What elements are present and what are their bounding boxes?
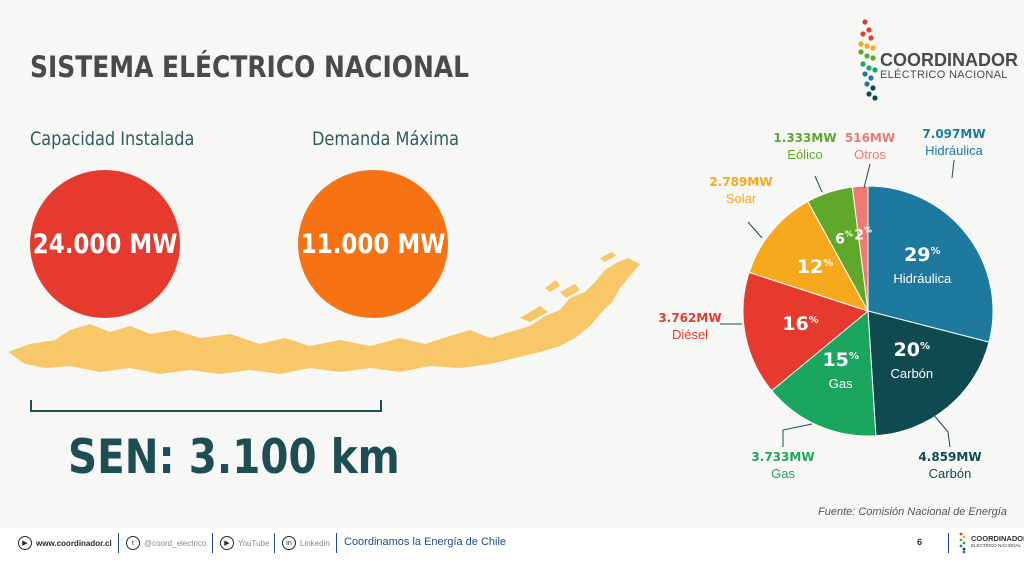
footer-logo-name: COORDINADOR <box>971 534 1024 543</box>
slice-mw-carbon: 4.859MW <box>918 450 981 464</box>
slide-title: SISTEMA ELÉCTRICO NACIONAL <box>30 50 470 84</box>
chile-map-shape <box>8 252 640 374</box>
footer-logo-subtitle: ELÉCTRICO NACIONAL <box>971 543 1022 548</box>
youtube-label: YouTube <box>238 538 270 548</box>
max-demand-label: Demanda Máxima <box>312 128 460 150</box>
leader-line-eolico <box>814 175 823 193</box>
youtube-link[interactable]: ▶ YouTube <box>220 536 269 550</box>
installed-capacity-label: Capacidad Instalada <box>30 128 195 150</box>
installed-capacity-value: 24.000 MW <box>32 228 178 260</box>
slice-name-hidraulica: Hidráulica <box>893 271 952 286</box>
slice-outer-name-otros: Otros <box>854 147 886 162</box>
pie-slice-hidraulica <box>867 185 994 343</box>
slice-outer-name-gas: Gas <box>771 466 795 481</box>
youtube-icon: ▶ <box>220 536 234 550</box>
twitter-icon: t <box>126 536 140 550</box>
footer-divider <box>336 533 337 553</box>
slice-outer-name-carbon: Carbón <box>929 466 972 481</box>
slice-mw-hidraulica: 7.097MW <box>922 127 985 141</box>
max-demand-circle: 11.000 MW <box>298 170 448 318</box>
logo-subtitle: ELÉCTRICO NACIONAL <box>880 69 1008 81</box>
max-demand-value: 11.000 MW <box>300 228 446 260</box>
leader-line-solar <box>747 221 763 239</box>
length-bracket <box>30 400 382 412</box>
source-note: Fuente: Comisión Nacional de Energía <box>818 506 1007 518</box>
leader-line-hidraulica <box>951 159 955 179</box>
leader-line-gas <box>782 423 813 447</box>
twitter-link[interactable]: t @coord_electrico <box>126 536 206 550</box>
footer-divider <box>212 533 213 553</box>
linkedin-label: Linkedin <box>300 538 330 548</box>
slice-outer-name-solar: Solar <box>726 191 757 206</box>
website-link[interactable]: ▶ www.coordinador.cl <box>18 536 112 550</box>
pie-slice-gas <box>770 309 877 437</box>
leader-line-otros <box>863 163 871 189</box>
slice-mw-eolico: 1.333MW <box>773 131 836 145</box>
slice-outer-name-hidraulica: Hidráulica <box>925 143 984 158</box>
slice-mw-solar: 2.789MW <box>709 175 772 189</box>
coordinador-logo-icon <box>858 19 878 101</box>
pie-slice-otros <box>851 185 869 312</box>
sen-length: SEN: 3.100 km <box>68 430 400 485</box>
footer-divider <box>948 533 949 553</box>
slice-mw-diesel: 3.762MW <box>658 311 721 325</box>
slice-mw-gas: 3.733MW <box>751 450 814 464</box>
linkedin-icon: in <box>282 536 296 550</box>
website-label: www.coordinador.cl <box>36 538 112 548</box>
footer-divider <box>118 533 119 553</box>
footer-bar <box>0 528 1024 576</box>
installed-capacity-circle: 24.000 MW <box>30 170 180 318</box>
logo-name: COORDINADOR <box>880 50 1018 70</box>
page-number: 6 <box>917 537 923 547</box>
leader-line-carbon <box>932 413 951 448</box>
footer-divider <box>274 533 275 553</box>
pie-slice-diesel <box>742 271 870 392</box>
slice-name-carbon: Carbón <box>891 366 934 381</box>
slide: SISTEMA ELÉCTRICO NACIONAL COORDINADOR E… <box>8 19 1018 518</box>
pie-slice-solar <box>748 200 870 312</box>
linkedin-link[interactable]: in Linkedin <box>282 536 330 550</box>
twitter-label: @coord_electrico <box>144 538 207 548</box>
slice-outer-name-eolico: Eólico <box>787 147 822 162</box>
slice-outer-name-diesel: Diésel <box>672 327 708 342</box>
footer-slogan: Coordinamos la Energía de Chile <box>344 536 507 548</box>
slice-name-gas: Gas <box>829 376 853 391</box>
slice-mw-otros: 516MW <box>845 131 895 145</box>
cursor-icon: ▶ <box>18 536 32 550</box>
footer-logo-icon <box>959 532 966 554</box>
pie-slice-carbon <box>867 310 990 437</box>
